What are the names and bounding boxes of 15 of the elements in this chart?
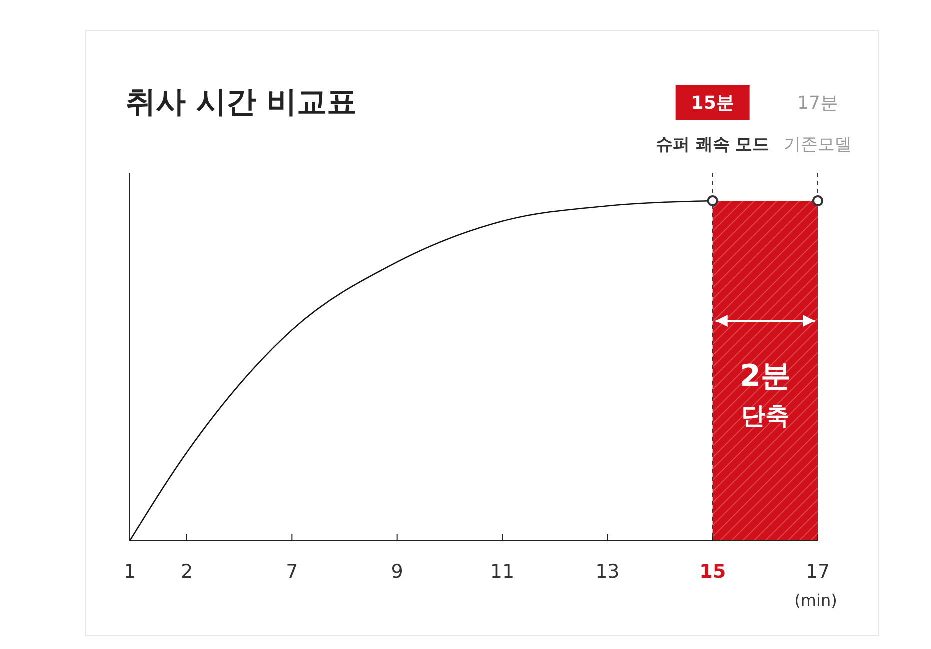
x-tick-label: 7: [286, 561, 298, 583]
x-tick-label: 2: [180, 561, 194, 583]
x-tick-label: 11: [490, 561, 515, 583]
x-tick-label: 9: [391, 561, 404, 583]
x-tick-label: 15: [700, 561, 726, 583]
text: 17분: [798, 93, 838, 114]
x-tick-label: 1: [124, 561, 136, 583]
text: 15분: [691, 93, 734, 114]
ref-line-label: 슈퍼 쾌속 모드: [656, 135, 770, 155]
x-tick-label: 17: [806, 561, 830, 583]
chart-title: 취사 시간 비교표: [126, 85, 357, 120]
band-label: 2분 단축: [740, 359, 791, 430]
x-tick-label: 13: [596, 561, 620, 583]
ref-line-label: 기존모델: [784, 135, 852, 155]
x-axis-title: (min): [794, 591, 838, 610]
